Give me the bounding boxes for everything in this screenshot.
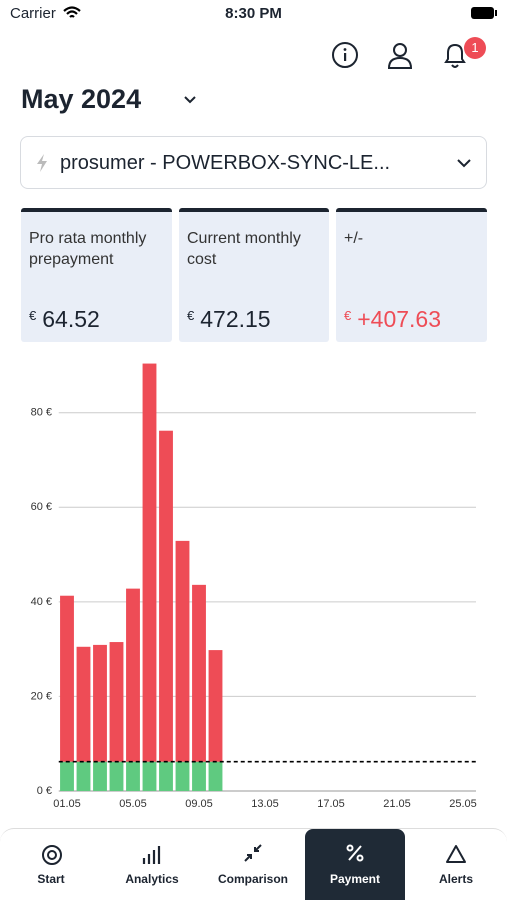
card-value-row: €64.52	[29, 306, 100, 333]
tab[interactable]: Alerts	[406, 828, 506, 900]
y-tick-label: 20 €	[31, 690, 52, 702]
tab[interactable]: Start	[1, 828, 101, 900]
bar-segment	[126, 761, 140, 791]
x-tick-label: 09.05	[185, 798, 213, 810]
tab-icon	[446, 845, 466, 863]
notifications-button[interactable]	[440, 40, 470, 70]
wifi-icon	[63, 6, 81, 18]
y-tick-label: 40 €	[31, 596, 52, 608]
bar-segment	[175, 540, 190, 762]
tab-icon	[244, 844, 262, 862]
carrier: Carrier	[10, 5, 56, 22]
currency: €	[29, 308, 37, 323]
card: Pro rata monthly prepayment €64.52	[21, 208, 172, 342]
notification-badge: 1	[464, 37, 486, 59]
tab[interactable]: Analytics	[102, 828, 202, 900]
bar-segment	[76, 646, 91, 762]
card: Current monthly cost €472.15	[179, 208, 329, 342]
battery-icon	[471, 7, 497, 19]
tab-label: Payment	[329, 872, 381, 886]
bar-segment	[109, 761, 124, 791]
bar-segment	[60, 761, 74, 791]
device-selector[interactable]: prosumer - POWERBOX-SYNC-LE...	[20, 136, 487, 189]
bar-segment	[208, 650, 223, 762]
currency: €	[187, 308, 195, 323]
x-tick-label: 17.05	[317, 798, 345, 810]
bar-segment	[208, 761, 223, 791]
chevron	[457, 159, 471, 168]
currency: €	[344, 308, 352, 323]
bolt-icon	[37, 154, 47, 172]
chart: 0 € 20 € 40 € 60 € 80 € 01.05 05.05 09.05 13.05 1…	[31, 363, 477, 810]
tab-label: Start	[37, 872, 65, 886]
x-tick-label: 21.05	[383, 798, 411, 810]
info-button[interactable]	[330, 40, 360, 70]
card-value: +407.63	[357, 306, 442, 332]
profile-button[interactable]	[385, 40, 415, 70]
card-value: 472.15	[200, 306, 271, 332]
bar-segment	[93, 761, 107, 791]
x-tick-label: 05.05	[119, 798, 147, 810]
card: +/- € +407.63	[336, 208, 487, 342]
y-tick-label: 80 €	[31, 407, 52, 419]
bar-segment	[192, 761, 206, 791]
bar-segment	[142, 363, 157, 762]
y-tick-label: 60 €	[31, 501, 52, 513]
card-value-row: €472.15	[187, 306, 271, 333]
x-tick-label: 01.05	[53, 798, 81, 810]
month-title: May 2024	[21, 84, 142, 114]
active-tab-bg	[305, 829, 405, 900]
selector-label: prosumer - POWERBOX-SYNC-LE...	[60, 152, 391, 174]
x-tick-label: 25.05	[449, 798, 477, 810]
card-value: 64.52	[42, 306, 100, 332]
y-tick-label: 0 €	[37, 785, 52, 797]
tab-label: Alerts	[438, 872, 473, 886]
tab[interactable]: Comparison	[203, 828, 303, 900]
tab[interactable]: Payment	[305, 828, 405, 900]
bar-segment	[109, 642, 124, 762]
bar-segment	[159, 761, 173, 791]
month-picker[interactable]	[180, 90, 200, 110]
bar-segment	[93, 644, 107, 762]
bar-segment	[159, 430, 173, 762]
card-label: Pro rata monthly prepayment	[29, 230, 147, 268]
card-label: +/-	[344, 230, 364, 247]
tab-icon	[142, 846, 161, 864]
tab-label: Analytics	[125, 872, 179, 886]
bar-segment	[192, 584, 206, 762]
card-label: Current monthly cost	[187, 230, 301, 268]
bar-segment	[60, 595, 74, 762]
x-tick-label: 13.05	[251, 798, 279, 810]
card-value-row: € +407.63	[344, 306, 441, 333]
tab-icon	[42, 845, 62, 865]
tab-label: Comparison	[217, 872, 288, 886]
bar-segment	[175, 761, 190, 791]
tab-bar	[0, 828, 507, 900]
clock: 8:30 PM	[225, 5, 282, 22]
bar-segment	[142, 761, 157, 791]
tab-icon	[346, 844, 364, 862]
bar-segment	[126, 588, 140, 762]
bar-segment	[76, 761, 91, 791]
